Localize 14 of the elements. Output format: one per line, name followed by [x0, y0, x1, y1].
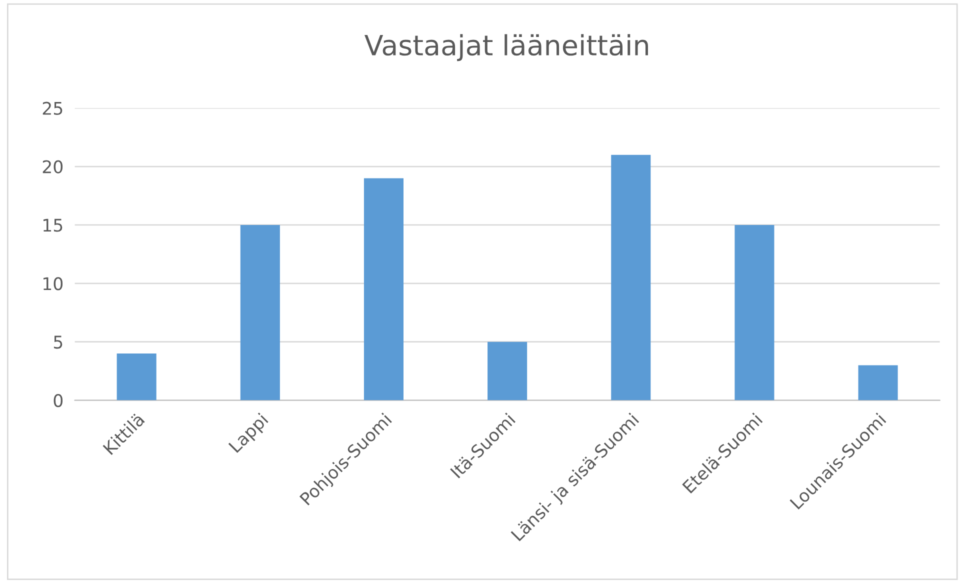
y-tick-label: 0	[54, 394, 63, 408]
y-tick-label: 20	[42, 160, 63, 174]
bar	[364, 178, 404, 400]
bar	[116, 354, 156, 400]
bar	[488, 342, 528, 400]
bar	[611, 154, 651, 400]
y-tick-label: 5	[54, 336, 62, 349]
bar	[734, 224, 774, 400]
bar	[858, 365, 898, 400]
bar	[240, 224, 280, 400]
y-tick-label: 10	[44, 277, 63, 290]
y-tick-label: 15	[44, 218, 62, 232]
chart-title: Vastaajat lääneittäin	[364, 34, 648, 62]
y-tick-label: 25	[42, 102, 62, 115]
